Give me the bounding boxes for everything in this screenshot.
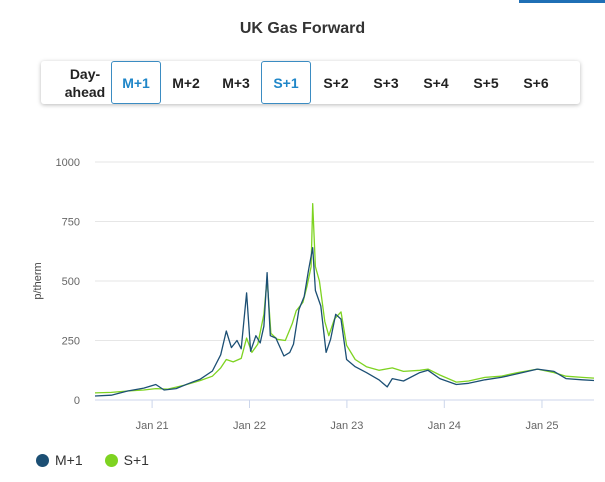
tab-m2[interactable]: M+2	[172, 74, 200, 91]
tab-m1[interactable]: M+1	[111, 61, 161, 104]
x-tick-label: Jan 21	[136, 420, 169, 432]
tab-s5[interactable]: S+5	[473, 74, 499, 91]
x-tick-label: Jan 25	[525, 420, 558, 432]
x-tick-label: Jan 24	[428, 420, 461, 432]
x-tick-label: Jan 22	[233, 420, 266, 432]
series-line-m1	[94, 247, 595, 397]
legend: M+1 S+1	[36, 452, 149, 468]
tab-s2[interactable]: S+2	[323, 74, 349, 91]
tab-s1[interactable]: S+1	[261, 61, 311, 104]
tab-s3[interactable]: S+3	[373, 74, 399, 91]
chart-title: UK Gas Forward	[239, 20, 366, 37]
tab-m3[interactable]: M+3	[222, 74, 250, 91]
legend-marker-s1	[104, 453, 118, 467]
series-line-s1	[94, 203, 595, 394]
tab-s6[interactable]: S+6	[523, 74, 549, 91]
legend-label-m1: M+1	[55, 452, 83, 468]
legend-marker-m1	[36, 453, 49, 467]
contract-selector: Day-ahead M+1 M+2 M+3 S+1 S+2 S+3 S+4 S+…	[41, 61, 580, 104]
y-tick-label: 250	[62, 336, 80, 348]
y-tick-label: 750	[62, 217, 80, 229]
legend-item-s1[interactable]: S+1	[104, 452, 149, 468]
y-tick-label: 1000	[56, 157, 80, 169]
legend-label-s1: S+1	[123, 452, 149, 468]
y-tick-label: 0	[74, 395, 80, 407]
legend-item-m1[interactable]: M+1	[36, 452, 83, 468]
x-tick-label: Jan 23	[330, 420, 363, 432]
corner-tab	[519, 0, 605, 3]
tab-day-ahead[interactable]: Day-ahead	[64, 65, 106, 100]
y-tick-label: 500	[62, 276, 80, 288]
y-axis-label: p/therm	[32, 262, 44, 299]
tab-s4[interactable]: S+4	[423, 74, 449, 91]
